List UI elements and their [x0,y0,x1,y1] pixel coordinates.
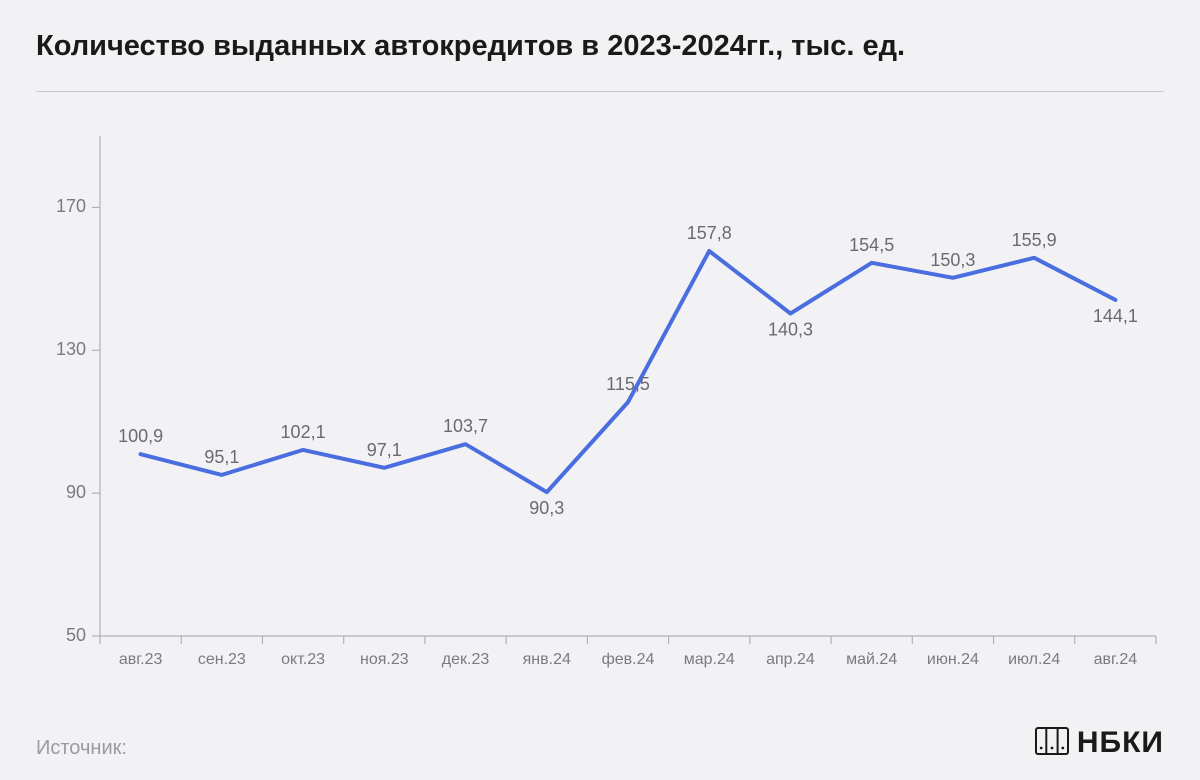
data-label: 100,9 [118,426,163,446]
x-tick-label: июн.24 [927,651,979,668]
x-tick-label: июл.24 [1008,651,1060,668]
data-label: 102,1 [281,422,326,442]
data-label: 115,5 [606,374,650,394]
x-tick-label: авг.24 [1094,651,1138,668]
y-tick-label: 50 [66,625,86,645]
data-line [141,251,1116,492]
y-tick-label: 130 [56,339,86,359]
data-label: 140,3 [768,320,813,340]
x-tick-label: фев.24 [602,651,655,668]
logo-text: НБКИ [1077,726,1164,760]
logo: НБКИ [1035,726,1164,760]
y-tick-label: 90 [66,482,86,502]
data-label: 157,8 [687,223,732,243]
x-tick-label: май.24 [846,651,897,668]
data-label: 90,3 [529,498,564,518]
x-tick-label: апр.24 [766,651,815,668]
source-label: Источник: [36,737,127,760]
data-label: 155,9 [1012,230,1057,250]
chart-title: Количество выданных автокредитов в 2023-… [36,30,1164,63]
x-tick-label: сен.23 [198,651,246,668]
x-tick-label: авг.23 [119,651,163,668]
data-label: 150,3 [930,250,975,270]
data-label: 144,1 [1093,306,1138,326]
data-label: 97,1 [367,440,402,460]
data-label: 95,1 [204,447,239,467]
x-tick-label: ноя.23 [360,651,409,668]
x-tick-label: мар.24 [684,651,735,668]
line-chart: 50 90 130 170 авг.23 сен.23 окт.23 ноя.23 дек.23… [36,102,1164,720]
chart-area: 50 90 130 170 авг.23 сен.23 окт.23 ноя.23 дек.23… [36,102,1164,720]
data-label: 103,7 [443,416,488,436]
x-tick-label: окт.23 [281,651,325,668]
title-divider [36,91,1164,92]
y-tick-label: 170 [56,196,86,216]
data-label: 154,5 [849,235,894,255]
x-tick-label: янв.24 [523,651,571,668]
logo-icon [1035,727,1069,760]
x-tick-label: дек.23 [442,651,490,668]
